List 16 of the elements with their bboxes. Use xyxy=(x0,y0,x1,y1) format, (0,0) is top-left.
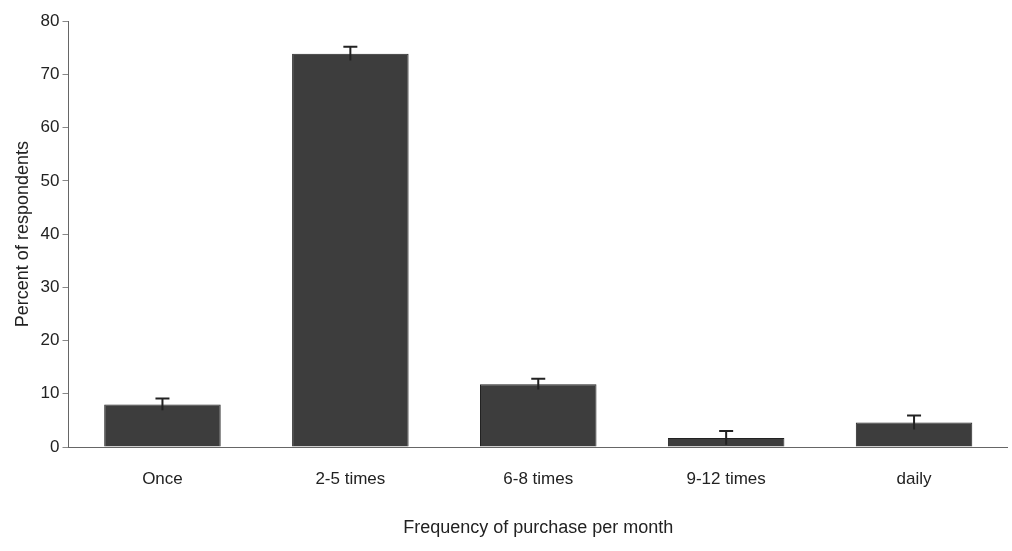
y-tick-label: 30 xyxy=(40,277,60,297)
x-tick-label: Once xyxy=(142,468,183,488)
y-tick-label: 60 xyxy=(40,117,60,137)
y-axis-title: Percent of respondents xyxy=(11,141,32,328)
x-tick-label: 2-5 times xyxy=(315,468,386,488)
y-tick-label: 40 xyxy=(40,223,60,243)
y-tick-label: 20 xyxy=(40,330,60,350)
y-tick-label: 80 xyxy=(40,10,60,30)
x-axis-title: Frequency of purchase per month xyxy=(403,517,674,538)
x-tick-label: 9-12 times xyxy=(686,468,766,488)
y-tick-label: 70 xyxy=(40,64,60,84)
y-tick-label: 50 xyxy=(40,170,60,190)
x-tick-label: 6-8 times xyxy=(503,468,574,488)
x-tick-label: daily xyxy=(896,468,933,488)
y-tick-label: 0 xyxy=(50,436,60,456)
y-tick-label: 10 xyxy=(40,383,60,403)
